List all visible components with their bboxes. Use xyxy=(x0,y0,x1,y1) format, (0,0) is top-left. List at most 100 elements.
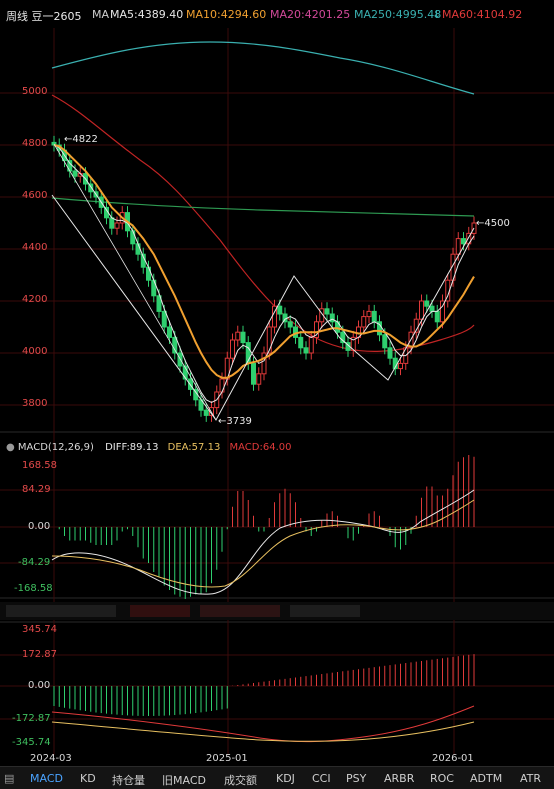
candle-body xyxy=(434,310,440,323)
candle-body xyxy=(167,326,172,338)
tab-psy[interactable]: PSY xyxy=(346,772,367,785)
macd-tick: 0.00 xyxy=(28,521,51,532)
lower-tick: -345.74 xyxy=(12,737,51,748)
candle-body xyxy=(298,336,304,349)
candle-body xyxy=(361,316,367,328)
candle-body xyxy=(424,300,430,307)
wave-line xyxy=(51,194,475,421)
candle-body xyxy=(177,352,183,367)
chart-title: 周线 豆一2605 xyxy=(6,10,82,23)
price-tick: 4000 xyxy=(22,346,48,357)
tab-kd[interactable]: KD xyxy=(80,772,96,785)
candle-body xyxy=(240,331,246,344)
price-tick: 3800 xyxy=(22,398,48,409)
macd-tick: -168.58 xyxy=(14,583,53,594)
chart-canvas[interactable] xyxy=(0,0,554,766)
candle-body xyxy=(135,243,141,255)
candle-body xyxy=(266,326,272,354)
ma5-line xyxy=(53,144,475,403)
lower-tick: 172.87 xyxy=(22,649,57,660)
ma-header: 周线 豆一2605 MA MA5:4389.40 MA10:4294.60 MA… xyxy=(0,0,554,28)
tab-adtm[interactable]: ADTM xyxy=(470,772,503,785)
candle-body xyxy=(156,295,162,312)
macd-histogram xyxy=(58,455,475,599)
price-tick: 4400 xyxy=(22,242,48,253)
indicator-tabs: ▤ MACD KD 持仓量 旧MACD 成交额 KDJ CCI PSY ARBR… xyxy=(0,766,554,789)
candle-body xyxy=(230,339,235,359)
x-label: 2024-03 xyxy=(30,753,72,764)
candle-body xyxy=(440,300,445,323)
candle-body xyxy=(109,217,115,229)
ma5-value: MA5:4389.40 xyxy=(110,8,184,21)
tab-macd[interactable]: MACD xyxy=(30,772,63,785)
tabs-menu-icon[interactable]: ▤ xyxy=(4,772,15,785)
macd-tick: -84.29 xyxy=(18,557,51,568)
candle-body xyxy=(277,305,283,315)
ma-slow-line xyxy=(51,197,475,217)
lower-yellow-line xyxy=(51,721,475,742)
wave-line-2 xyxy=(53,143,217,421)
lower-red-line xyxy=(51,705,475,743)
lower-tick: 0.00 xyxy=(28,680,51,691)
candle-body xyxy=(366,310,372,318)
macd-header: ● MACD(12,26,9) DIFF:89.13 DEA:57.13 MAC… xyxy=(6,442,291,453)
candle-body xyxy=(340,331,346,344)
candle-body xyxy=(429,305,435,312)
candle-body xyxy=(256,373,262,385)
candle-body xyxy=(377,321,382,336)
diff-line xyxy=(51,489,475,595)
price-tick: 4800 xyxy=(22,138,48,149)
candle-body xyxy=(303,347,309,354)
tab-atr[interactable]: ATR xyxy=(520,772,542,785)
macd-settings-icon[interactable]: ● xyxy=(6,442,15,453)
low-annotation: ←3739 xyxy=(218,416,252,427)
ma10-value: MA10:4294.60 xyxy=(186,8,267,21)
candle-body xyxy=(161,310,167,328)
tab-turnover[interactable]: 成交额 xyxy=(224,774,257,787)
price-tick: 4600 xyxy=(22,190,48,201)
macd-tick: 168.58 xyxy=(22,460,57,471)
diff-value: DIFF:89.13 xyxy=(105,442,159,453)
tab-old-macd[interactable]: 旧MACD xyxy=(162,774,206,787)
ma250-value: MA250:4995.48 xyxy=(354,8,442,21)
candle-body xyxy=(329,313,335,323)
tab-roc[interactable]: ROC xyxy=(430,772,454,785)
candle-body xyxy=(182,365,188,380)
candle-body xyxy=(382,334,388,349)
dea-value: DEA:57.13 xyxy=(167,442,221,453)
tab-cci[interactable]: CCI xyxy=(312,772,331,785)
candle-body xyxy=(350,336,356,351)
ma20-value: MA20:4201.25 xyxy=(270,8,351,21)
candle-body xyxy=(67,160,73,172)
tab-kdj[interactable]: KDJ xyxy=(276,772,295,785)
candle-body xyxy=(88,183,94,193)
candle-body xyxy=(172,336,178,354)
candle-body xyxy=(219,378,225,393)
ma60-value: MA60:4104.92 xyxy=(442,8,523,21)
candle-body xyxy=(371,310,377,323)
tab-open-interest[interactable]: 持仓量 xyxy=(112,774,145,787)
dea-line xyxy=(51,499,475,588)
candle-body xyxy=(419,300,424,320)
candle-body xyxy=(130,230,136,245)
candle-body xyxy=(203,409,209,416)
candle-body xyxy=(235,331,241,341)
ma10-line xyxy=(53,144,475,379)
ma250-line xyxy=(51,41,475,95)
high-annotation: ←4822 xyxy=(64,134,98,145)
tab-arbr[interactable]: ARBR xyxy=(384,772,415,785)
x-label: 2026-01 xyxy=(432,753,474,764)
macd-value: MACD:64.00 xyxy=(229,442,292,453)
price-tick: 5000 xyxy=(22,86,48,97)
candle-body xyxy=(461,238,466,245)
candle-body xyxy=(146,266,151,281)
candle-body xyxy=(314,321,319,338)
lower-histogram xyxy=(53,654,475,716)
candle-body xyxy=(398,362,403,370)
candle-body xyxy=(324,308,330,315)
price-tick: 4200 xyxy=(22,294,48,305)
candle-body xyxy=(261,352,267,375)
ma60-line xyxy=(51,94,475,352)
ma-lines xyxy=(53,144,475,403)
